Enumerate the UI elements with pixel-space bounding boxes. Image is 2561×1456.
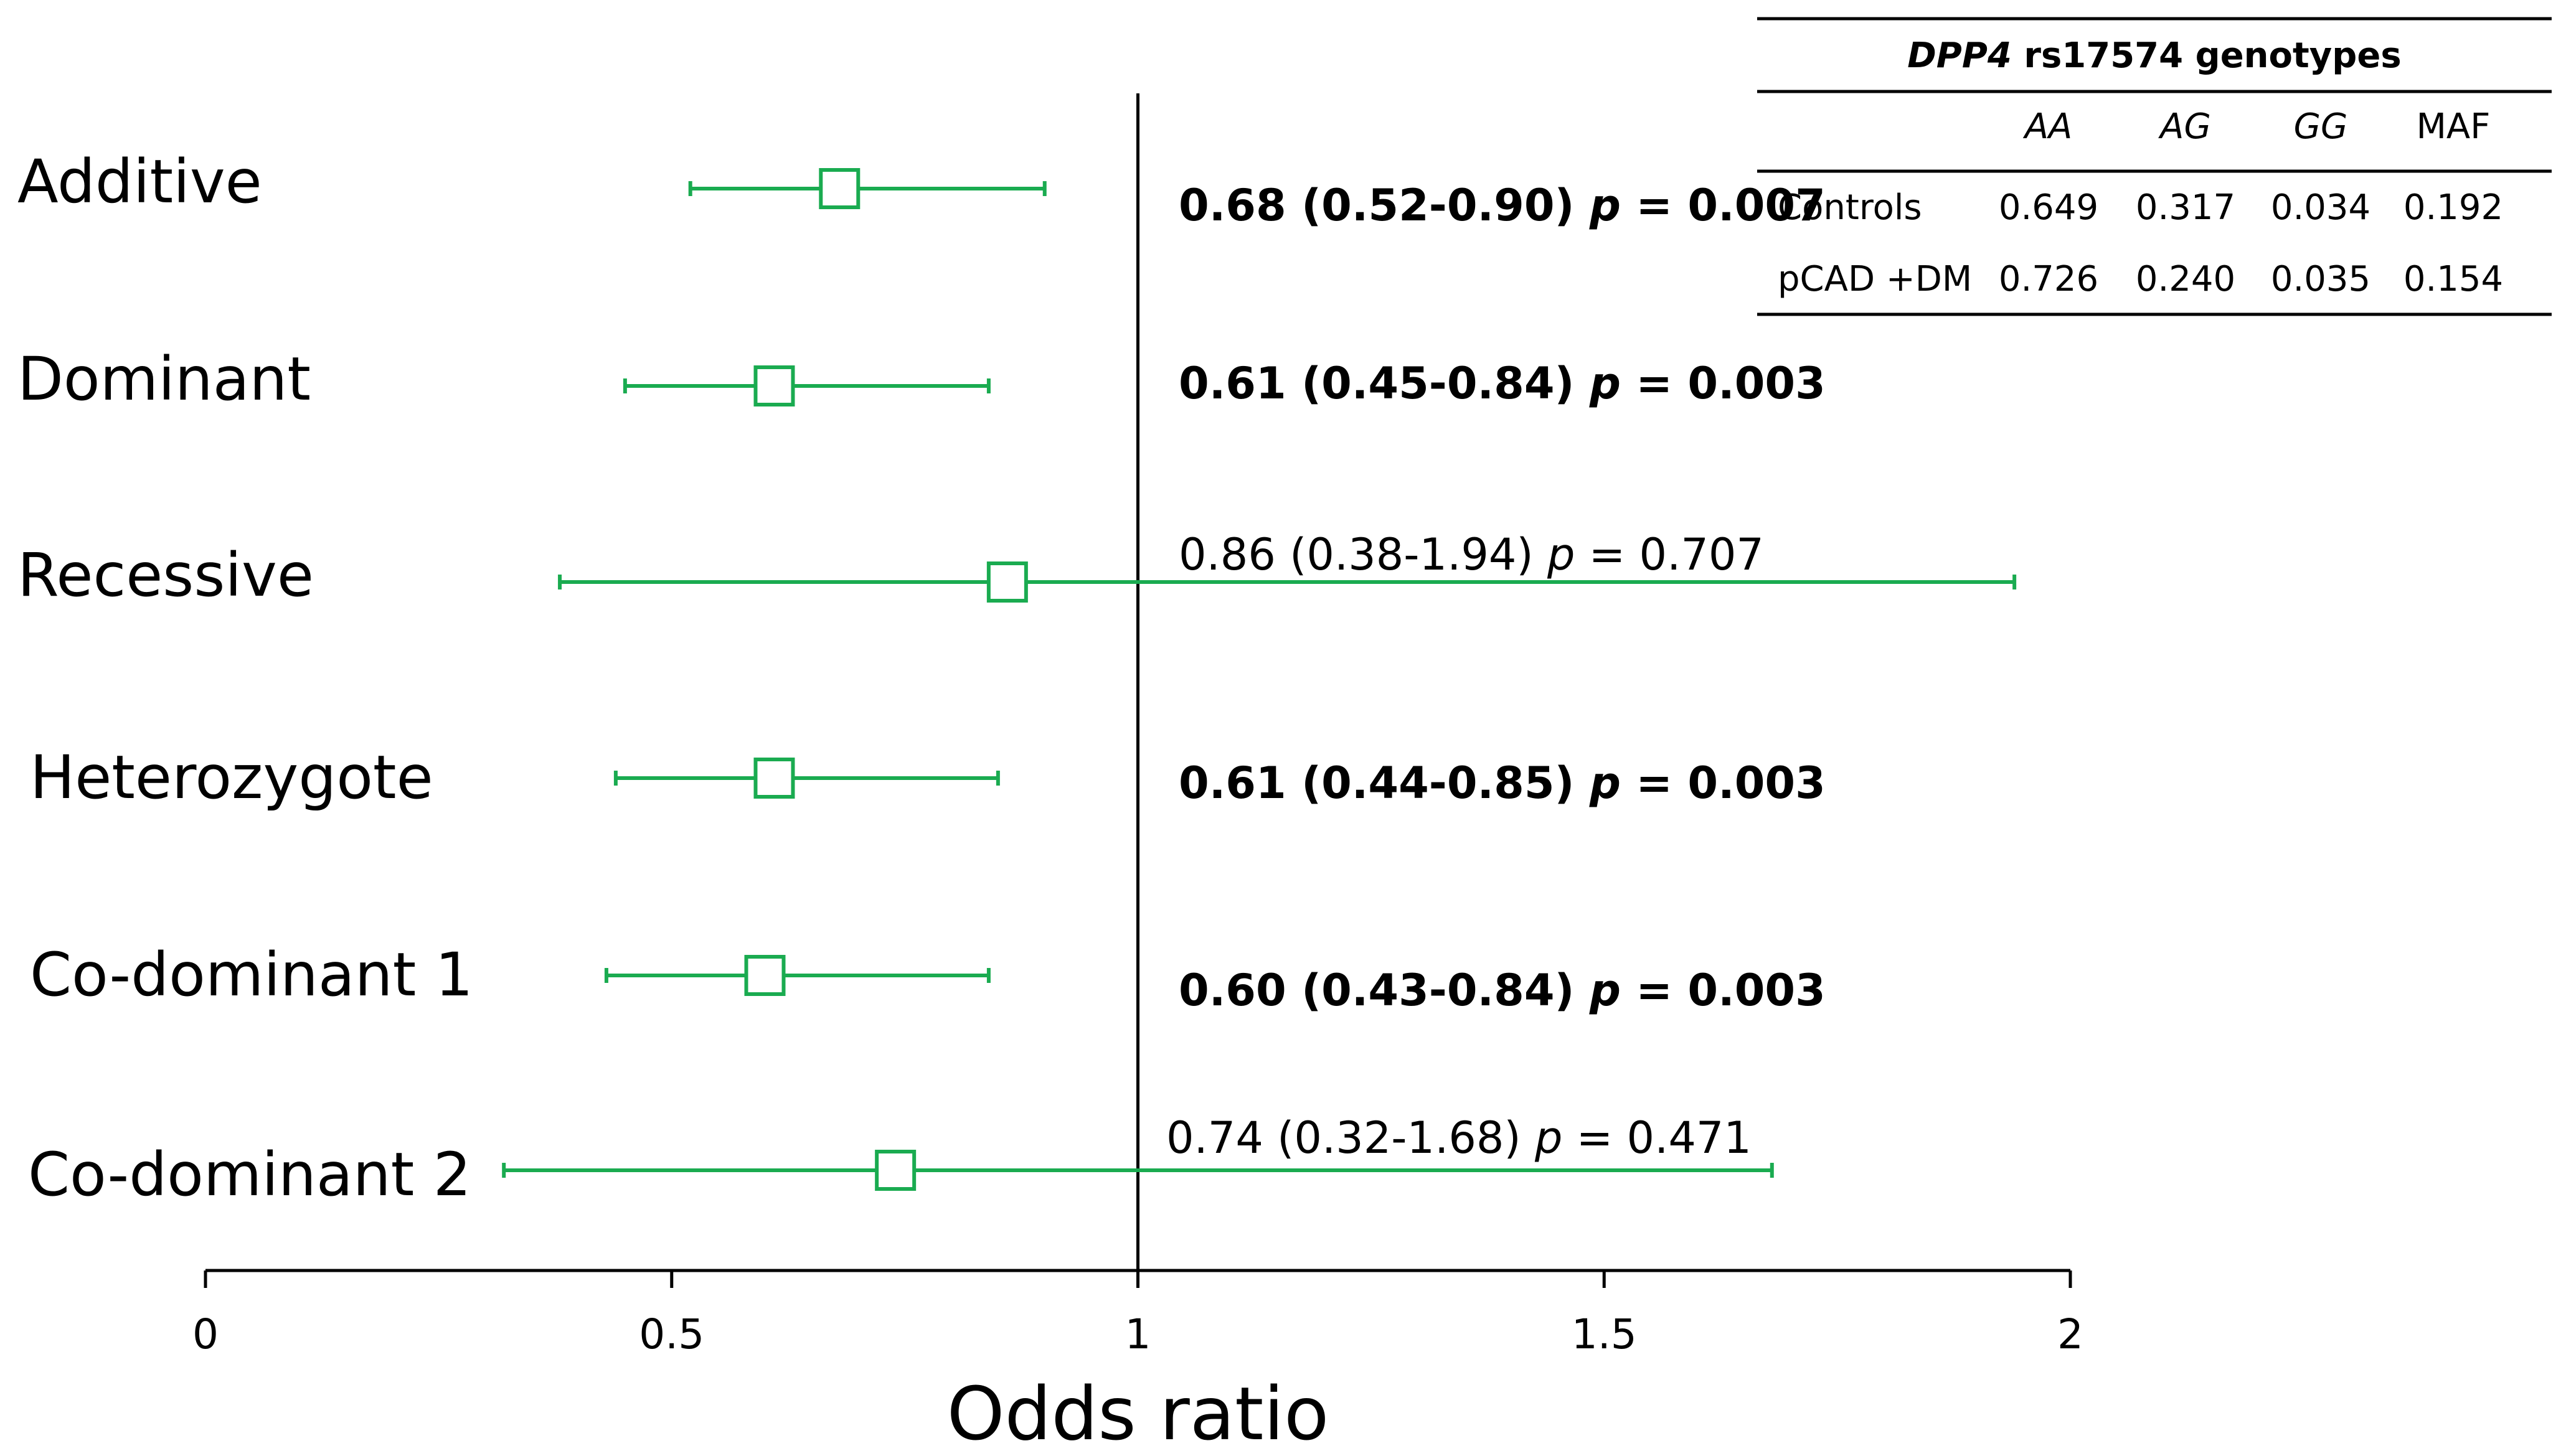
table-header: AA (2023, 106, 2073, 147)
forest-row: Recessive 0.86 (0.38-1.94) p = 0.707 (17, 529, 2017, 610)
x-axis: 0 0.5 1 1.5 2 Odds ratio (192, 1269, 2083, 1456)
p-value: = 0.003 (1621, 965, 1826, 1016)
table-cell: 0.649 (1999, 187, 2098, 228)
estimate-value: 0.74 (0.32-1.68) (1166, 1112, 1535, 1163)
p-value: = 0.471 (1562, 1112, 1752, 1163)
p-symbol: p (1589, 358, 1621, 409)
odds-ratio-marker (986, 561, 1028, 603)
odds-ratio-marker (875, 1150, 917, 1191)
estimate-value: 0.68 (0.52-0.90) (1179, 180, 1590, 231)
table-cell: 0.154 (2403, 259, 2503, 299)
row-label: Dominant (17, 344, 311, 414)
table-cell: 0.192 (2403, 187, 2503, 228)
table-cell: 0.240 (2136, 259, 2235, 299)
estimate-value: 0.86 (0.38-1.94) (1179, 529, 1547, 580)
row-label: Co-dominant 2 (28, 1140, 471, 1209)
estimate-value: 0.61 (0.44-0.85) (1179, 758, 1590, 809)
p-value: = 0.007 (1621, 180, 1826, 231)
estimate-label: 0.60 (0.43-0.84) p = 0.003 (1179, 965, 1826, 1016)
estimate-label: 0.86 (0.38-1.94) p = 0.707 (1179, 529, 1764, 580)
p-symbol: p (1589, 180, 1621, 231)
p-symbol: p (1534, 1112, 1562, 1163)
gene-name: DPP4 (1907, 35, 2012, 76)
p-value: = 0.003 (1621, 358, 1826, 409)
table-header: AG (2158, 106, 2211, 147)
table-title: DPP4 rs17574 genotypes (1907, 35, 2401, 76)
genotype-table: DPP4 rs17574 genotypes AA AG GG MAF Controls 0… (1757, 17, 2552, 316)
x-tick-label: 2 (2057, 1310, 2083, 1358)
row-label: Heterozygote (30, 743, 433, 812)
forest-row: Co-dominant 2 0.74 (0.32-1.68) p = 0.471 (28, 1112, 1774, 1209)
odds-ratio-marker (744, 955, 786, 996)
forest-rows: Additive 0.68 (0.52-0.90) p = 0.007 Domina… (17, 147, 2017, 1209)
table-cell: 0.726 (1999, 259, 2098, 299)
estimate-label: 0.61 (0.44-0.85) p = 0.003 (1179, 758, 1826, 809)
p-value: = 0.003 (1621, 758, 1826, 809)
row-label: Additive (17, 147, 262, 217)
table-cell: 0.034 (2271, 187, 2370, 228)
table-cell: 0.035 (2271, 259, 2370, 299)
estimate-label: 0.61 (0.45-0.84) p = 0.003 (1179, 358, 1826, 409)
forest-row: Co-dominant 1 0.60 (0.43-0.84) p = 0.003 (30, 940, 1826, 1016)
table-cell: 0.317 (2136, 187, 2235, 228)
odds-ratio-marker (753, 365, 795, 406)
p-symbol: p (1547, 529, 1575, 580)
x-tick-label: 0 (192, 1310, 219, 1358)
x-tick-label: 1 (1125, 1310, 1151, 1358)
table-row-label: Controls (1778, 187, 1922, 228)
forest-row: Heterozygote 0.61 (0.44-0.85) p = 0.003 (30, 743, 1826, 812)
estimate-label: 0.74 (0.32-1.68) p = 0.471 (1166, 1112, 1752, 1163)
p-symbol: p (1589, 965, 1621, 1016)
odds-ratio-marker (819, 168, 861, 209)
table-header: MAF (2417, 106, 2491, 147)
x-tick-label: 0.5 (639, 1310, 704, 1358)
estimate-value: 0.60 (0.43-0.84) (1179, 965, 1590, 1016)
estimate-value: 0.61 (0.45-0.84) (1179, 358, 1590, 409)
x-tick-label: 1.5 (1572, 1310, 1637, 1358)
row-label: Co-dominant 1 (30, 940, 473, 1010)
forest-row: Dominant 0.61 (0.45-0.84) p = 0.003 (17, 344, 1826, 414)
estimate-label: 0.68 (0.52-0.90) p = 0.007 (1179, 180, 1826, 231)
p-value: = 0.707 (1575, 529, 1764, 580)
table-header: GG (2294, 106, 2348, 147)
table-row-label: pCAD +DM (1778, 259, 1972, 299)
odds-ratio-marker (753, 758, 795, 799)
title-rest: rs17574 genotypes (2012, 35, 2402, 76)
p-symbol: p (1589, 758, 1621, 809)
row-label: Recessive (17, 540, 314, 610)
x-axis-title: Odds ratio (947, 1371, 1329, 1456)
forest-row: Additive 0.68 (0.52-0.90) p = 0.007 (17, 147, 1826, 231)
